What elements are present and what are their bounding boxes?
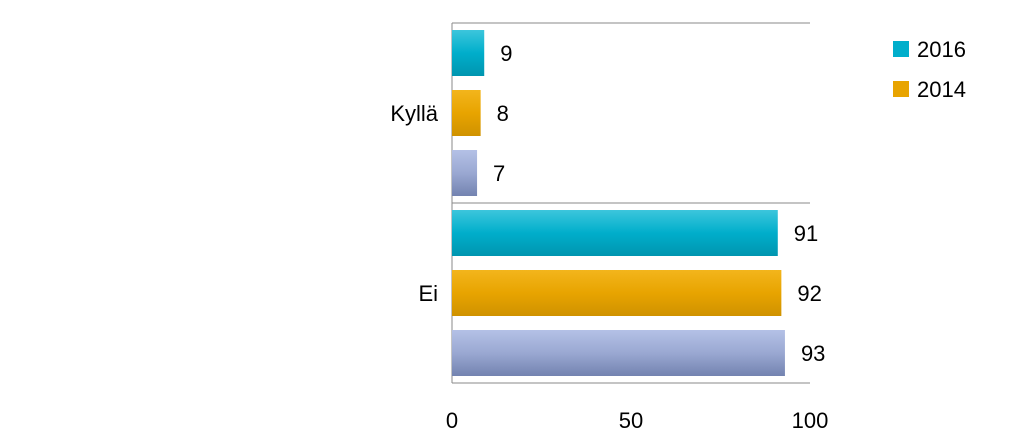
category-label: Ei xyxy=(418,281,438,306)
category-label: Kyllä xyxy=(390,101,438,126)
x-tick-label: 0 xyxy=(446,408,458,433)
legend-label: 2016 xyxy=(917,37,966,62)
chart-gridlines xyxy=(451,22,810,384)
bar xyxy=(452,330,785,376)
chart-data-labels: 9 8 7 91 92 93 xyxy=(493,41,825,366)
legend-swatch xyxy=(893,41,909,57)
chart-category-labels: Kyllä Ei xyxy=(390,101,438,306)
chart-bars xyxy=(452,30,785,376)
data-label: 9 xyxy=(500,41,512,66)
x-tick-label: 100 xyxy=(792,408,829,433)
data-label: 8 xyxy=(497,101,509,126)
data-label: 91 xyxy=(794,221,818,246)
x-tick-label: 50 xyxy=(619,408,643,433)
bar xyxy=(452,150,478,196)
bar xyxy=(452,210,778,256)
data-label: 92 xyxy=(797,281,821,306)
legend-swatch xyxy=(893,81,909,97)
data-label: 7 xyxy=(493,161,505,186)
legend-label: 2014 xyxy=(917,77,966,102)
chart-legend: 2016 2014 xyxy=(893,37,966,102)
chart-x-axis-ticks: 0 50 100 xyxy=(446,408,828,433)
bar xyxy=(452,90,481,136)
data-label: 93 xyxy=(801,341,825,366)
bar xyxy=(452,270,782,316)
bar xyxy=(452,30,485,76)
